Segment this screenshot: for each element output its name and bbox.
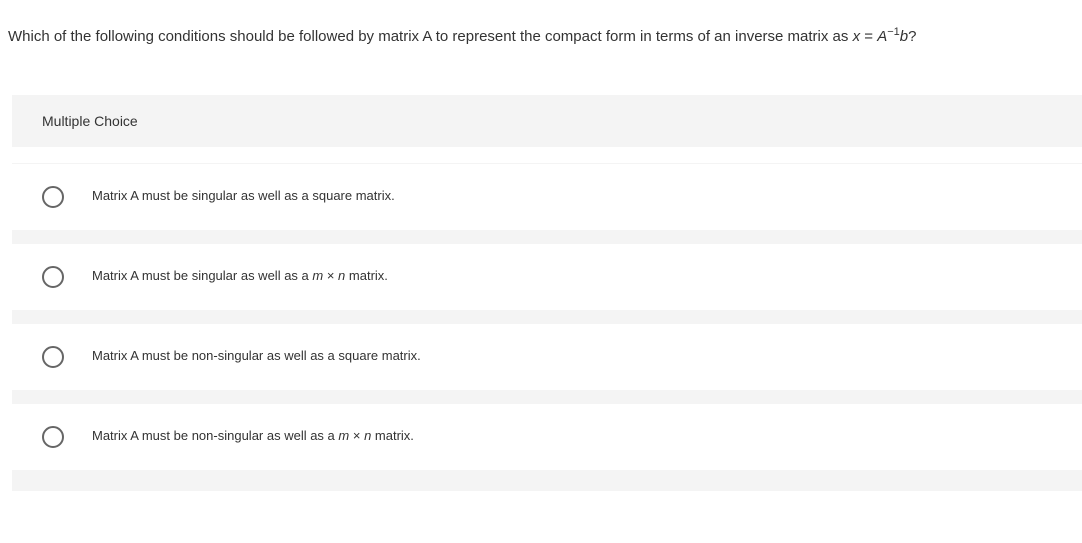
option-prefix: Matrix A must be non-singular as well as…	[92, 428, 338, 443]
option-row[interactable]: Matrix A must be non-singular as well as…	[12, 323, 1082, 391]
question-eq-equals: =	[860, 28, 877, 45]
question-suffix: ?	[908, 28, 916, 45]
option-m: m	[338, 428, 349, 443]
answer-section: Multiple Choice Matrix A must be singula…	[12, 95, 1082, 491]
question-eq-x: x	[853, 28, 861, 45]
radio-icon[interactable]	[42, 266, 64, 288]
option-text: Matrix A must be singular as well as a s…	[92, 188, 395, 203]
question-container: Which of the following conditions should…	[0, 0, 1082, 57]
radio-icon[interactable]	[42, 186, 64, 208]
option-label: Matrix A must be non-singular as well as…	[92, 427, 414, 445]
question-eq-A: A	[877, 28, 887, 45]
option-label: Matrix A must be non-singular as well as…	[92, 347, 421, 365]
option-row[interactable]: Matrix A must be singular as well as a s…	[12, 163, 1082, 231]
option-suffix: matrix.	[371, 428, 414, 443]
option-text: Matrix A must be non-singular as well as…	[92, 348, 421, 363]
question-eq-sup: −1	[887, 26, 900, 38]
question-prefix: Which of the following conditions should…	[8, 28, 853, 45]
option-times: ×	[323, 268, 338, 283]
option-row[interactable]: Matrix A must be singular as well as a m…	[12, 243, 1082, 311]
answer-backdrop: Matrix A must be singular as well as a s…	[12, 163, 1082, 491]
option-prefix: Matrix A must be singular as well as a	[92, 268, 312, 283]
option-suffix: matrix.	[345, 268, 388, 283]
question-text: Which of the following conditions should…	[8, 24, 1074, 49]
section-header: Multiple Choice	[12, 95, 1082, 147]
question-eq-b: b	[900, 28, 908, 45]
option-m: m	[312, 268, 323, 283]
option-label: Matrix A must be singular as well as a s…	[92, 187, 395, 205]
radio-icon[interactable]	[42, 346, 64, 368]
option-times: ×	[349, 428, 364, 443]
radio-icon[interactable]	[42, 426, 64, 448]
option-row[interactable]: Matrix A must be non-singular as well as…	[12, 403, 1082, 471]
section-label: Multiple Choice	[42, 113, 138, 129]
option-label: Matrix A must be singular as well as a m…	[92, 267, 388, 285]
